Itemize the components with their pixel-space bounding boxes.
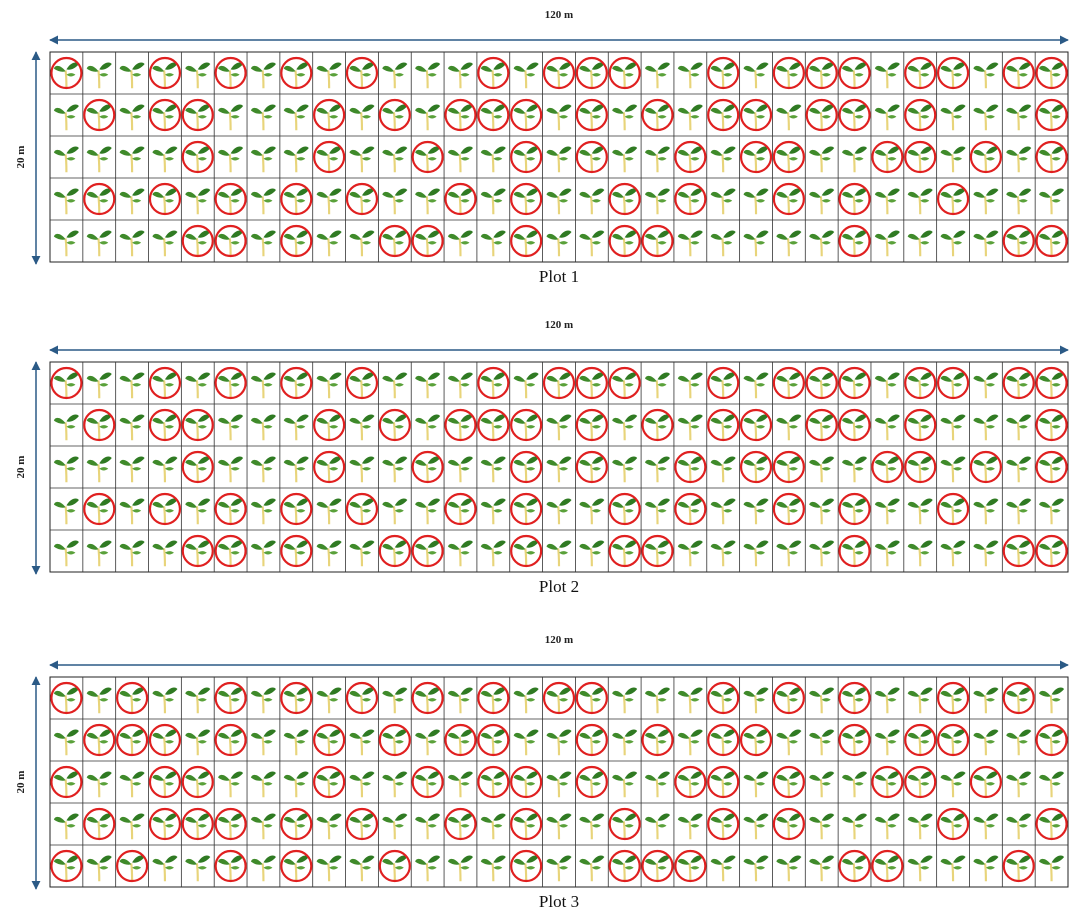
plot: 120 m 20 m Plot 2 [15, 319, 1068, 596]
width-label: 120 m [545, 634, 573, 646]
plot: 120 m 20 m Plot 1 [15, 9, 1068, 286]
height-label: 20 m [15, 771, 27, 794]
plot-caption: Plot 1 [539, 267, 579, 286]
plots-figure: 120 m 20 m Plot 1 120 m 20 m Plot 2 120 m 20 m P… [0, 0, 1075, 924]
plot: 120 m 20 m Plot 3 [15, 634, 1068, 911]
height-label: 20 m [15, 146, 27, 169]
plot-caption: Plot 2 [539, 577, 579, 596]
width-label: 120 m [545, 9, 573, 21]
width-label: 120 m [545, 319, 573, 331]
height-label: 20 m [15, 456, 27, 479]
plot-caption: Plot 3 [539, 892, 579, 911]
